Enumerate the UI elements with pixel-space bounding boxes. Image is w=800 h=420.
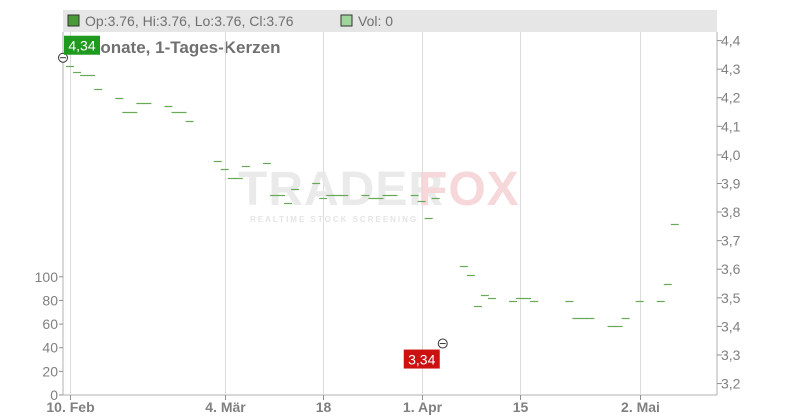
price-legend-swatch [67,14,80,27]
time-axis: 10. Feb 4. Mär 18 1. Apr 15 2. Mai [46,395,660,415]
watermark-brand-b: FOX [418,163,520,216]
volume-legend-swatch [340,14,353,27]
watermark-brand-a: TRADER [238,163,444,216]
x-tick-label: 4. Mär [205,399,246,415]
price-tick-label: 4,2 [721,90,741,106]
price-tick-label: 4,4 [721,33,741,49]
x-tick-label: 18 [316,399,332,415]
price-tick-label: 3,4 [721,318,741,334]
price-tick-label: 3,7 [721,233,741,249]
chart-title: 3 Monate, 1-Tages-Kerzen [72,38,280,57]
grid-lines [70,32,641,395]
price-tick-label: 3,9 [721,175,741,191]
price-tick-label: 3,3 [721,347,741,363]
x-tick-label: 2. Mai [621,399,660,415]
x-tick-label: 1. Apr [403,399,443,415]
price-tick-label: 4,3 [721,61,741,77]
x-tick-label: 15 [513,399,529,415]
price-annotations: 4,34 3,34 [58,35,448,369]
price-tick-label: 4,1 [721,118,741,134]
annotation-label: 3,34 [408,352,435,368]
volume-tick-label: 40 [42,340,58,356]
plot-frame [62,32,718,396]
annotation-flag [64,35,100,55]
price-series [66,65,679,328]
volume-tick-label: 80 [42,292,58,308]
volume-legend-label: Vol: 0 [358,13,393,29]
annotation-label: 4,34 [68,38,95,54]
price-legend-label: Op:3.76, Hi:3.76, Lo:3.76, Cl:3.76 [85,13,294,29]
price-tick-label: 3,2 [721,376,741,392]
legend-bar [63,10,717,32]
volume-tick-label: 0 [50,387,58,403]
price-tick-label: 4,0 [721,147,741,163]
annotation-flag [403,349,440,369]
watermark-tagline: REALTIME STOCK SCREENING [250,215,418,224]
volume-tick-label: 60 [42,316,58,332]
volume-axis: 100 80 60 40 20 0 [35,269,63,403]
price-tick-label: 3,5 [721,290,741,306]
volume-tick-label: 20 [42,363,58,379]
traderfox-watermark: TRADER FOX REALTIME STOCK SCREENING [238,163,520,224]
x-tick-label: 10. Feb [46,399,94,415]
low-annotation: 3,34 [403,338,448,369]
volume-tick-label: 100 [35,269,59,285]
price-axis: 4,4 4,3 4,2 4,1 4,0 3,9 3,8 3,7 3,6 3,5 3,4 3,3 3,2 [717,33,741,392]
price-tick-label: 3,6 [721,261,741,277]
price-tick-label: 3,8 [721,204,741,220]
high-annotation: 4,34 [58,35,100,63]
